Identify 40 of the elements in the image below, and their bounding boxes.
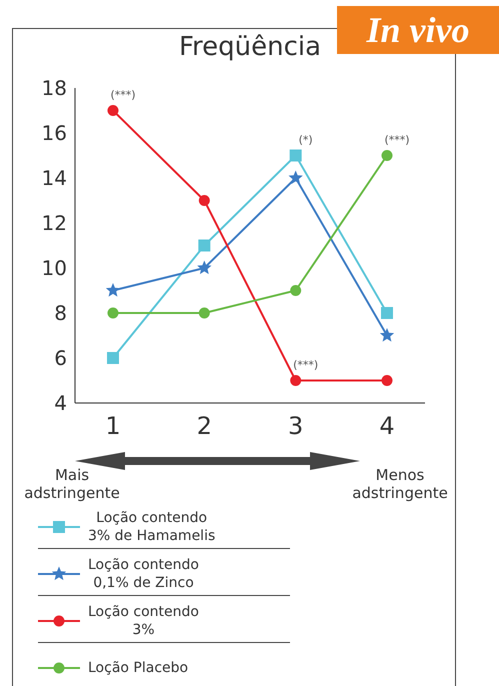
chart-subtitle: In vivo <box>337 6 499 54</box>
point <box>288 170 303 184</box>
y-tick-label: 4 <box>54 391 67 416</box>
y-tick-label: 16 <box>42 121 67 146</box>
point <box>198 195 210 206</box>
text: Mais adstringente <box>23 466 121 502</box>
y-tick-label: 14 <box>42 166 67 190</box>
point <box>382 150 392 161</box>
point <box>107 352 119 364</box>
chart-title: Freqüência <box>178 32 322 62</box>
annotation: (***) <box>384 134 410 146</box>
point <box>381 307 393 319</box>
point <box>197 260 212 274</box>
point <box>382 375 392 386</box>
text: Menos adstringente <box>351 466 449 502</box>
legend-label: Loção contendo 0,1% de Zinco <box>88 556 199 592</box>
y-tick-label: 6 <box>54 346 67 370</box>
y-tick-label: 8 <box>54 301 67 326</box>
legend-label: Loção contendo 3% de Hamamelis <box>88 509 216 545</box>
legend-label: Loção contendo 3% <box>88 603 199 639</box>
y-tick-label: 18 <box>42 76 67 100</box>
point <box>108 308 118 318</box>
x-tick-label: 3 <box>288 412 304 440</box>
x-tick-label: 1 <box>105 412 121 440</box>
x-tick-label: 4 <box>379 412 395 440</box>
annotation: (***) <box>293 358 318 372</box>
annotation: (*) <box>298 134 313 146</box>
point <box>380 328 394 342</box>
point <box>108 105 118 116</box>
x-tick-label: 2 <box>196 412 212 440</box>
point <box>198 308 210 318</box>
y-tick-label: 12 <box>42 211 67 236</box>
point <box>290 375 302 386</box>
y-tick-label: 10 <box>42 256 67 280</box>
annotation: (***) <box>110 88 136 102</box>
point <box>290 285 302 296</box>
legend-label: Loção Placebo <box>88 659 188 677</box>
point <box>290 150 302 162</box>
point <box>106 283 120 297</box>
point <box>198 240 210 252</box>
